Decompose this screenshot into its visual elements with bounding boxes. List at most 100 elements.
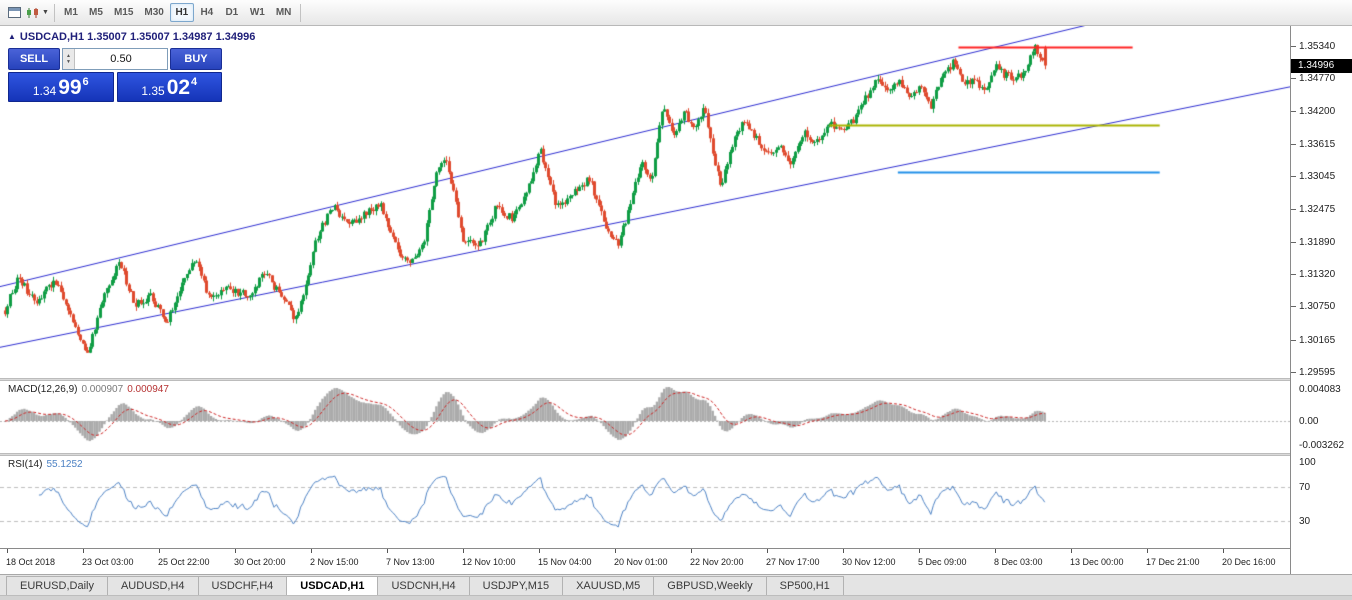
macd-signal-value: 0.000947 [127,384,169,395]
price-scale-tick [1291,274,1296,275]
rsi-scale-label: 100 [1299,457,1316,468]
time-axis-label: 30 Nov 12:00 [842,557,896,567]
price-scale-tick [1291,242,1296,243]
price-scale-tick [1291,78,1296,79]
timeframe-button-h4[interactable]: H4 [195,3,219,22]
time-axis-label: 17 Dec 21:00 [1146,557,1200,567]
price-scale-tick [1291,176,1296,177]
time-axis-tick [463,549,464,553]
price-scale[interactable]: 1.34996 1.35340 1.34770 1.34200 1.33615 1.33… [1290,26,1352,574]
time-axis-tick [995,549,996,553]
time-axis[interactable]: 18 Oct 2018 23 Oct 03:00 25 Oct 22:00 30 Oc… [0,548,1290,574]
price-scale-label: 1.34200 [1299,105,1336,117]
sell-price-display[interactable]: 1.34 99 6 [8,72,114,102]
timeframe-button-h1[interactable]: H1 [169,3,194,22]
time-axis-label: 23 Oct 03:00 [82,557,134,567]
macd-indicator-panel: MACD(12,26,9) 0.000907 0.000947 [0,381,1290,453]
panel-splitter[interactable] [0,378,1290,381]
price-scale-label: 1.31890 [1299,236,1336,248]
price-scale-label: 1.35340 [1299,41,1336,52]
panel-splitter[interactable] [0,453,1290,456]
time-axis-label: 25 Oct 22:00 [158,557,210,567]
macd-canvas[interactable] [0,381,1290,453]
price-scale-tick [1291,111,1296,112]
chart-title-text: USDCAD,H1 1.35007 1.35007 1.34987 1.3499… [19,31,256,43]
chart-window-icon [7,7,21,18]
time-axis-tick [615,549,616,553]
volume-field[interactable]: ▲ ▼ 0.50 [62,48,168,70]
time-axis-tick [159,549,160,553]
price-scale-label: 1.34770 [1299,73,1336,85]
timeframe-button-m15[interactable]: M15 [109,3,138,22]
status-strip [0,595,1352,600]
timeframe-button-m1[interactable]: M1 [59,3,83,22]
rsi-scale-label: 70 [1299,482,1311,494]
chart-tab-xauusd-m5[interactable]: XAUUSD,M5 [562,576,655,595]
chart-tab-usdcad-h1[interactable]: USDCAD,H1 [286,576,379,595]
buy-button[interactable]: BUY [170,48,222,70]
buy-price-display[interactable]: 1.35 02 4 [116,72,222,102]
time-axis-label: 2 Nov 15:00 [310,557,359,567]
time-axis-tick [1147,549,1148,553]
rsi-canvas[interactable] [0,456,1290,548]
price-scale-tick [1291,306,1296,307]
price-scale-label: 1.33045 [1299,171,1336,183]
time-axis-tick [1071,549,1072,553]
toolbar-separator [53,3,55,22]
volume-value: 0.50 [110,53,132,65]
price-scale-label: 1.30750 [1299,301,1336,313]
rsi-value: 55.1252 [46,459,83,470]
time-axis-tick [691,549,692,553]
time-axis-label: 12 Nov 10:00 [462,557,516,567]
price-chart-panel: ▲ USDCAD,H1 1.35007 1.35007 1.34987 1.34… [0,26,1290,378]
price-scale-tick [1291,46,1296,47]
price-scale-tick [1291,340,1296,341]
volume-spinner[interactable]: ▲ ▼ [63,49,75,69]
chart-tab-eurusd-daily[interactable]: EURUSD,Daily [6,576,108,595]
time-axis-label: 18 Oct 2018 [6,557,56,567]
timeframe-button-m5[interactable]: M5 [84,3,108,22]
time-axis-tick [767,549,768,553]
price-scale-tick [1291,144,1296,145]
chart-tab-usdcnh-h4[interactable]: USDCNH,H4 [377,576,470,595]
time-axis-label: 8 Dec 03:00 [994,557,1043,567]
timeframe-group: M1 M5 M15 M30 H1 H4 D1 W1 MN [59,3,296,22]
timeframe-button-d1[interactable]: D1 [220,3,244,22]
current-price-tag: 1.34996 [1291,58,1352,73]
buy-price-big: 02 [166,75,191,99]
chart-tab-sp500-h1[interactable]: SP500,H1 [765,576,844,595]
buy-price-prefix: 1.35 [141,83,165,98]
macd-main-value: 0.000907 [81,384,124,395]
sell-price-big: 99 [58,75,82,99]
chart-type-candles-icon [27,7,38,18]
time-axis-tick [919,549,920,553]
chart-type-button[interactable]: ▼ [25,3,50,23]
price-scale-label: 1.30165 [1299,334,1336,346]
triangle-up-icon: ▲ [8,32,16,41]
time-axis-tick [539,549,540,553]
chart-tab-audusd-h4[interactable]: AUDUSD,H4 [106,576,199,595]
time-axis-label: 27 Nov 17:00 [766,557,820,567]
toolbar: ▼ M1 M5 M15 M30 H1 H4 D1 W1 MN [0,0,1352,26]
time-axis-label: 20 Dec 16:00 [1222,557,1276,567]
rsi-label: RSI(14) 55.1252 [8,459,83,470]
chart-tab-usdjpy-m15[interactable]: USDJPY,M15 [468,576,564,595]
price-scale-tick [1291,209,1296,210]
chart-tab-gbpusd-weekly[interactable]: GBPUSD,Weekly [653,576,767,595]
time-axis-tick [7,549,8,553]
chart-tab-usdchf-h4[interactable]: USDCHF,H4 [197,576,288,595]
time-axis-label: 13 Dec 00:00 [1070,557,1124,567]
chart-column: ▲ USDCAD,H1 1.35007 1.35007 1.34987 1.34… [0,26,1290,574]
price-scale-label: 1.29595 [1299,367,1336,378]
price-scale-label: 1.33615 [1299,138,1336,150]
rsi-indicator-panel: RSI(14) 55.1252 [0,456,1290,548]
chart-window-button[interactable] [3,3,25,23]
timeframe-button-mn[interactable]: MN [271,3,297,22]
macd-label: MACD(12,26,9) 0.000907 0.000947 [8,384,169,395]
time-axis-label: 22 Nov 20:00 [690,557,744,567]
timeframe-button-m30[interactable]: M30 [139,3,168,22]
macd-scale-label: 0.00 [1299,416,1319,427]
sell-button[interactable]: SELL [8,48,60,70]
timeframe-button-w1[interactable]: W1 [245,3,270,22]
time-axis-label: 30 Oct 20:00 [234,557,286,567]
